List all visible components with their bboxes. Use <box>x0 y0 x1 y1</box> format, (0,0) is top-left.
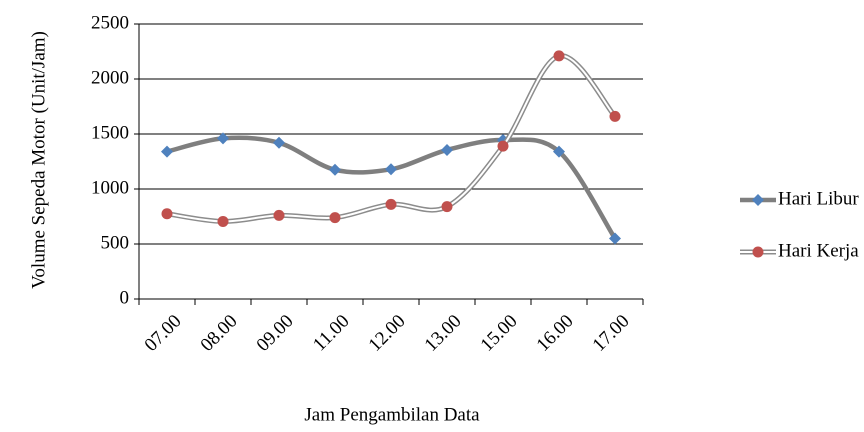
y-axis-title: Volume Sepeda Motor (Unit/Jam) <box>28 31 49 289</box>
x-tick-label: 17.00 <box>589 311 634 356</box>
marker <box>385 198 397 210</box>
marker <box>217 132 229 145</box>
x-tick-label: 16.00 <box>533 311 578 356</box>
marker <box>441 201 453 213</box>
series-line-inner <box>166 54 616 223</box>
marker <box>441 143 453 156</box>
marker <box>161 145 173 158</box>
marker <box>161 208 173 220</box>
marker <box>553 50 565 62</box>
marker <box>752 246 764 258</box>
marker <box>273 136 285 149</box>
marker <box>553 145 565 158</box>
x-tick-label: 11.00 <box>309 311 354 356</box>
marker <box>329 163 341 176</box>
x-tick-label: 12.00 <box>365 311 410 356</box>
x-tick-label: 13.00 <box>421 311 466 356</box>
y-tick-label: 2500 <box>91 12 129 33</box>
x-tick-label: 08.00 <box>197 311 242 356</box>
y-tick-label: 0 <box>120 287 130 308</box>
marker <box>217 215 229 227</box>
legend-label: Hari Kerja <box>778 240 859 261</box>
marker <box>497 140 509 152</box>
x-axis-title: Jam Pengambilan Data <box>304 404 480 425</box>
y-tick-label: 1500 <box>91 122 129 143</box>
marker <box>752 194 764 206</box>
x-tick-label: 09.00 <box>253 311 298 356</box>
y-tick-label: 500 <box>101 232 130 253</box>
x-tick-label: 07.00 <box>141 311 186 356</box>
y-tick-label: 2000 <box>91 67 129 88</box>
y-tick-label: 1000 <box>91 177 129 198</box>
x-tick-label: 15.00 <box>477 311 522 356</box>
legend-label: Hari Libur <box>778 188 859 209</box>
marker <box>609 110 621 122</box>
marker <box>273 209 285 221</box>
marker <box>385 163 397 176</box>
marker <box>329 212 341 224</box>
marker <box>609 232 621 245</box>
